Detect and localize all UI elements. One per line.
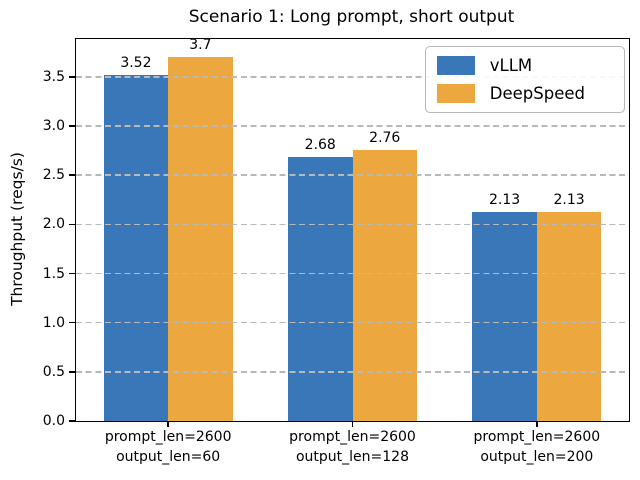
- bar-deepspeed: [536, 211, 602, 421]
- legend-swatch-deepspeed: [436, 84, 475, 103]
- y-tick-mark: [69, 420, 75, 422]
- x-tick-label: prompt_len=2600 output_len=60: [73, 428, 263, 467]
- bar-value-label: 2.13: [553, 191, 585, 208]
- legend-swatch-vllm: [436, 56, 475, 75]
- x-tick-label: prompt_len=2600 output_len=200: [442, 428, 632, 467]
- x-tick-label-line: output_len=128: [295, 448, 409, 465]
- y-tick-mark: [69, 223, 75, 226]
- bar-deepspeed: [352, 149, 417, 421]
- bar-vllm: [288, 157, 353, 421]
- gridline: [76, 272, 629, 275]
- bar-vllm: [472, 211, 537, 421]
- x-tick-label-line: output_len=60: [116, 448, 221, 465]
- bar-value-label: 2.13: [488, 191, 521, 208]
- legend-item-vllm: vLLM: [436, 56, 611, 75]
- y-tick-label: 0.0: [42, 413, 65, 429]
- x-tick-mark: [167, 421, 169, 427]
- y-tick-mark: [69, 272, 75, 275]
- x-tick-label-line: prompt_len=2600: [104, 429, 232, 445]
- gridline: [76, 223, 629, 226]
- y-tick-label: 3.5: [42, 68, 65, 85]
- y-tick-label: 2.0: [42, 216, 65, 233]
- plot-area: vLLM DeepSpeed 0.0 0.5 1.0 1.5 2.0 2.5 3.0 3.5 3.…: [43, 37, 630, 465]
- gridline: [76, 174, 629, 176]
- y-tick-label: 2.5: [42, 167, 65, 184]
- legend: vLLM DeepSpeed: [424, 46, 625, 113]
- y-tick-label: 0.5: [42, 363, 65, 380]
- bar-deepspeed: [168, 57, 233, 421]
- legend-label: vLLM: [489, 56, 533, 75]
- x-tick-label: prompt_len=2600 output_len=128: [258, 428, 448, 467]
- x-tick-label-line: prompt_len=2600: [289, 429, 416, 445]
- y-tick-mark: [69, 321, 75, 324]
- x-tick-label-line: prompt_len=2600: [473, 429, 601, 445]
- legend-item-deepspeed: DeepSpeed: [436, 84, 611, 103]
- gridline: [76, 76, 629, 78]
- legend-label: DeepSpeed: [489, 84, 585, 103]
- y-tick-mark: [69, 371, 75, 373]
- y-tick-mark: [69, 76, 75, 78]
- bar-value-label: 2.76: [369, 129, 401, 146]
- chart-title: Scenario 1: Long prompt, short output: [188, 7, 515, 27]
- y-tick-mark: [69, 174, 75, 176]
- x-tick-mark: [536, 421, 538, 427]
- y-tick-label: 1.5: [42, 265, 65, 282]
- x-tick-label-line: output_len=200: [480, 448, 594, 465]
- gridline: [76, 371, 629, 373]
- bar-value-label: 2.68: [304, 137, 336, 154]
- bar-value-label: 3.7: [189, 37, 212, 54]
- y-tick-label: 3.0: [42, 118, 65, 135]
- gridline: [76, 125, 629, 127]
- y-tick-label: 1.0: [42, 314, 65, 331]
- x-tick-mark: [351, 421, 354, 427]
- y-tick-mark: [69, 125, 75, 127]
- bar-value-label: 3.52: [120, 54, 152, 71]
- bar-vllm: [103, 74, 169, 421]
- gridline: [76, 321, 629, 324]
